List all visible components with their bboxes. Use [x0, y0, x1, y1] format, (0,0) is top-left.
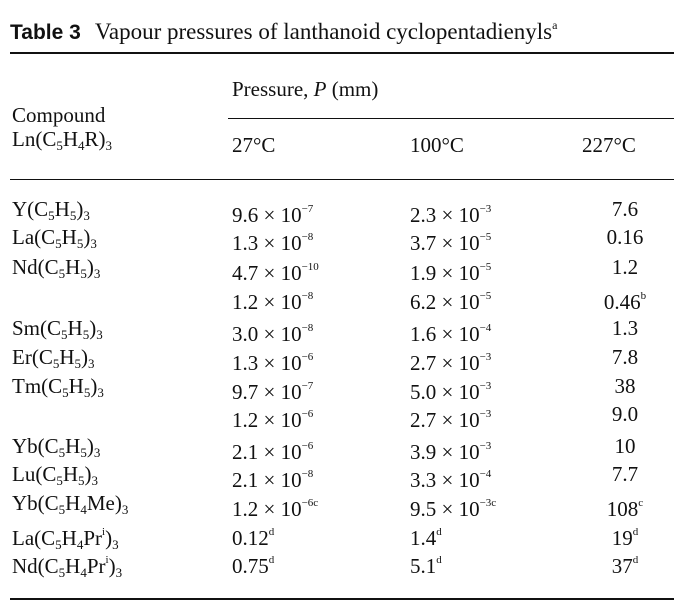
compound-header-line-2: Ln(C5H4R)3: [12, 127, 112, 153]
compound-cell: Lu(C5H5)3: [12, 462, 98, 488]
pressure-27c-cell: 4.7 × 10−10: [232, 261, 319, 285]
compound-column-header: Compound Ln(C5H4R)3: [12, 103, 112, 158]
table-row: Yb(C5H4Me)3 1.2 × 10−6c 9.5 × 10−3c 108c: [0, 490, 684, 521]
table-title: Table 3 Vapour pressures of lanthanoid cy…: [10, 12, 557, 46]
title-footnote-marker: a: [552, 18, 558, 32]
table-caption: Vapour pressures of lanthanoid cyclopent…: [94, 19, 553, 44]
table-row: Nd(C5H4Pri)3 0.75d 5.1d 37d: [0, 547, 684, 580]
temperature-header-227c: 227°C: [582, 133, 636, 157]
pressure-100c-cell: 3.9 × 10−3: [410, 440, 492, 464]
compound-cell: Yb(C5H4Me)3: [12, 491, 129, 517]
table-row: Nd(C5H5)3 4.7 × 10−10 1.9 × 10−5 1.2: [0, 254, 684, 285]
table-row: Lu(C5H5)3 2.1 × 10−8 3.3 × 10−4 7.7: [0, 461, 684, 492]
table-row: Tm(C5H5)3 9.7 × 10−7 5.0 × 10−3 38: [0, 373, 684, 404]
table-row: Er(C5H5)3 1.3 × 10−6 2.7 × 10−3 7.8: [0, 344, 684, 375]
pressure-27c-cell: 3.0 × 10−8: [232, 322, 314, 346]
pressure-227c-cell: 7.8: [611, 345, 639, 369]
compound-cell: La(C5H5)3: [12, 225, 97, 251]
pressure-100c-cell: 1.9 × 10−5: [410, 261, 492, 285]
pressure-227c-cell: 37d: [611, 554, 639, 578]
pressure-100c-cell: 2.7 × 10−3: [410, 408, 492, 432]
pressure-27c-cell: 2.1 × 10−6: [232, 440, 314, 464]
table-row: Sm(C5H5)3 3.0 × 10−8 1.6 × 10−4 1.3: [0, 315, 684, 346]
pressure-100c-cell: 3.7 × 10−5: [410, 231, 492, 255]
pressure-227c-cell: 108c: [606, 497, 644, 521]
pressure-27c-cell: 0.12d: [232, 526, 275, 550]
pressure-27c-cell: 0.75d: [232, 554, 275, 578]
compound-cell: Tm(C5H5)3: [12, 374, 104, 400]
pressure-227c-cell: 38: [614, 374, 636, 398]
pressure-227c-cell: 9.0: [611, 402, 639, 426]
pressure-27c-cell: 1.3 × 10−6: [232, 351, 314, 375]
compound-cell: Sm(C5H5)3: [12, 316, 103, 342]
pressure-100c-cell: 1.6 × 10−4: [410, 322, 492, 346]
table-row: 1.2 × 10−8 6.2 × 10−5 0.46b: [0, 283, 684, 314]
compound-cell: Yb(C5H5)3: [12, 434, 101, 460]
header-bottom-rule: [10, 179, 674, 180]
pressure-227c-cell: 0.46b: [603, 290, 647, 314]
pressure-header-rule: [228, 118, 674, 119]
pressure-100c-cell: 3.3 × 10−4: [410, 468, 492, 492]
table-label: Table 3: [10, 21, 81, 44]
pressure-100c-cell: 2.3 × 10−3: [410, 203, 492, 227]
pressure-100c-cell: 1.4d: [410, 526, 442, 550]
table-row: Y(C5H5)3 9.6 × 10−7 2.3 × 10−3 7.6: [0, 196, 684, 227]
pressure-27c-cell: 9.7 × 10−7: [232, 380, 314, 404]
pressure-27c-cell: 1.2 × 10−8: [232, 290, 314, 314]
pressure-100c-cell: 9.5 × 10−3c: [410, 497, 497, 521]
temperature-header-27c: 27°C: [232, 133, 276, 157]
pressure-27c-cell: 1.3 × 10−8: [232, 231, 314, 255]
pressure-227c-cell: 1.2: [611, 255, 639, 279]
bottom-rule: [10, 598, 674, 600]
pressure-100c-cell: 6.2 × 10−5: [410, 290, 492, 314]
pressure-27c-cell: 1.2 × 10−6c: [232, 497, 319, 521]
pressure-227c-cell: 0.16: [606, 225, 644, 249]
table-row: La(C5H4Pri)3 0.12d 1.4d 19d: [0, 519, 684, 552]
pressure-100c-cell: 2.7 × 10−3: [410, 351, 492, 375]
compound-cell: Y(C5H5)3: [12, 197, 90, 223]
compound-cell: Er(C5H5)3: [12, 345, 95, 371]
compound-cell: Nd(C5H4Pri)3: [12, 554, 123, 580]
pressure-227c-cell: 10: [614, 434, 636, 458]
table-row: La(C5H5)3 1.3 × 10−8 3.7 × 10−5 0.16: [0, 224, 684, 255]
pressure-100c-cell: 5.0 × 10−3: [410, 380, 492, 404]
table-row: 1.2 × 10−6 2.7 × 10−3 9.0: [0, 401, 684, 432]
pressure-header: Pressure, P (mm): [232, 77, 379, 101]
compound-cell: La(C5H4Pri)3: [12, 526, 119, 552]
table-row: Yb(C5H5)3 2.1 × 10−6 3.9 × 10−3 10: [0, 433, 684, 464]
pressure-27c-cell: 2.1 × 10−8: [232, 468, 314, 492]
top-rule: [10, 52, 674, 54]
pressure-27c-cell: 1.2 × 10−6: [232, 408, 314, 432]
pressure-227c-cell: 7.6: [611, 197, 639, 221]
compound-cell: Nd(C5H5)3: [12, 255, 101, 281]
pressure-227c-cell: 1.3: [611, 316, 639, 340]
pressure-227c-cell: 19d: [611, 526, 639, 550]
compound-header-line-1: Compound: [12, 103, 106, 127]
pressure-100c-cell: 5.1d: [410, 554, 442, 578]
temperature-header-100c: 100°C: [410, 133, 464, 157]
pressure-27c-cell: 9.6 × 10−7: [232, 203, 314, 227]
pressure-227c-cell: 7.7: [611, 462, 639, 486]
